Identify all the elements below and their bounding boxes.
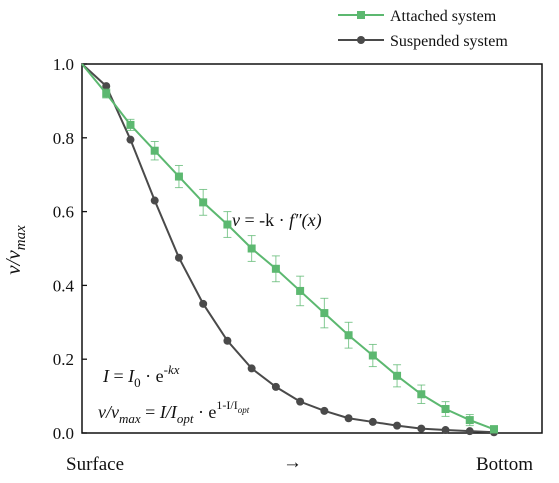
eq-light-i0: I	[127, 366, 135, 386]
eq-susp-exp-sub: opt	[238, 405, 250, 415]
data-point	[150, 146, 159, 155]
legend-marker-attached	[357, 11, 365, 19]
data-point	[344, 331, 353, 340]
data-point	[417, 424, 426, 433]
eq-susp-lhs-sub: max	[119, 411, 141, 426]
eq-susp-dot: · e	[193, 402, 216, 422]
eq-susp-eq: =	[141, 402, 160, 422]
data-point	[247, 244, 256, 253]
data-point	[490, 425, 498, 434]
x-label-surface: Surface	[66, 454, 124, 475]
data-point	[465, 416, 474, 425]
data-point	[393, 371, 402, 380]
eq-susp-lhs: v/v	[98, 402, 119, 422]
data-point	[271, 382, 280, 391]
y-axis-label-sub: max	[13, 225, 29, 250]
series-suspended-system	[81, 63, 498, 437]
data-point	[126, 135, 135, 144]
data-point	[465, 427, 474, 436]
data-point	[199, 198, 208, 207]
data-point	[102, 89, 111, 98]
data-point	[247, 364, 256, 373]
data-point	[368, 351, 377, 360]
legend-marker-suspended	[357, 36, 365, 44]
data-point	[174, 253, 183, 262]
eq-light-eq: =	[109, 366, 128, 386]
eq-susp-r1: I/I	[159, 402, 178, 422]
eq-susp-exp: 1-I/I	[216, 398, 237, 412]
legend-label-suspended: Suspended system	[390, 33, 508, 50]
x-label-arrow: →	[283, 452, 302, 473]
eq-light-lhs: I	[102, 366, 110, 386]
y-axis-ticks: 0.0 0.2 0.4 0.6 0.8 1.0	[53, 55, 87, 443]
eq-light-i0-sub: 0	[134, 375, 141, 390]
equation-attached: v = -k · f″(x)	[232, 210, 322, 231]
y-tick-label: 0.8	[53, 129, 74, 148]
x-label-bottom: Bottom	[476, 454, 533, 475]
data-point	[174, 172, 183, 181]
series-line	[81, 63, 495, 434]
series-attached-system	[81, 63, 498, 434]
data-point	[150, 196, 159, 205]
eq-attached-lhs: v	[232, 210, 240, 230]
y-axis-label-base: v/v	[1, 250, 25, 275]
legend-label-attached: Attached system	[390, 8, 497, 25]
eq-attached-eq: = -k ·	[240, 210, 289, 230]
data-point	[126, 120, 135, 129]
data-point	[368, 417, 377, 426]
y-tick-label: 1.0	[53, 55, 74, 74]
data-point	[441, 426, 450, 435]
data-point	[271, 264, 280, 273]
data-point	[320, 309, 329, 318]
data-point	[344, 414, 353, 423]
data-point	[199, 299, 208, 308]
data-point	[320, 406, 329, 415]
plot-area	[81, 63, 543, 434]
eq-susp-r1-sub: opt	[177, 411, 194, 426]
y-tick-label: 0.0	[53, 424, 74, 443]
y-axis-label: v/vmax	[1, 225, 29, 275]
y-tick-label: 0.4	[53, 276, 75, 295]
data-point	[393, 421, 402, 430]
eq-light-exp: -kx	[164, 362, 180, 377]
data-point	[441, 405, 450, 414]
data-point	[417, 390, 426, 399]
eq-light-dot: · e	[141, 366, 164, 386]
legend: Attached system Suspended system	[338, 8, 508, 50]
equation-suspended: v/vmax = I/Iopt · e1-I/Iopt	[98, 398, 250, 426]
data-point	[223, 336, 232, 345]
data-point	[102, 82, 111, 91]
eq-attached-fn: f″(x)	[289, 210, 321, 231]
data-point	[296, 397, 305, 406]
data-point	[296, 286, 305, 295]
series-line	[81, 63, 495, 431]
y-tick-label: 0.6	[53, 203, 74, 222]
series-layer	[81, 63, 498, 437]
data-point	[223, 220, 232, 229]
equation-light: I = I0 · e-kx	[102, 362, 180, 390]
y-tick-label: 0.2	[53, 350, 74, 369]
